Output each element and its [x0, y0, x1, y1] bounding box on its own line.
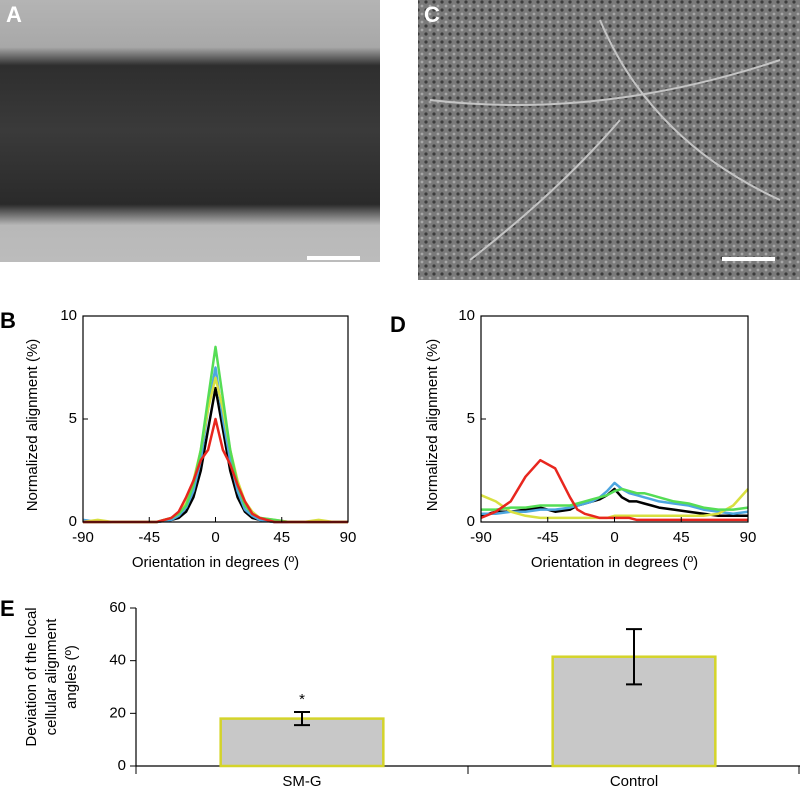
- y-tick-label: 20: [109, 704, 126, 721]
- x-tick-label: 90: [740, 529, 757, 546]
- y-tick-label: 0: [118, 757, 126, 774]
- series-line: [481, 487, 749, 511]
- y-tick-label: 5: [69, 410, 77, 427]
- series-line: [82, 376, 348, 524]
- annotation: *: [299, 691, 305, 708]
- y-tick-label: 5: [467, 410, 475, 427]
- series-line: [83, 417, 348, 524]
- series-line: [480, 488, 749, 520]
- y-tick-label: 0: [467, 513, 475, 530]
- y-axis-label: Normalized alignment (%): [424, 339, 441, 512]
- bar: [219, 717, 385, 768]
- panel-label: A: [6, 2, 22, 27]
- panel-label: D: [390, 312, 406, 337]
- panel-label: E: [0, 596, 15, 621]
- y-axis-label: Deviation of the local: [23, 607, 40, 746]
- panel-label: B: [0, 308, 16, 333]
- x-tick-label: 45: [273, 529, 290, 546]
- y-axis-label: angles (º): [63, 645, 80, 709]
- x-tick-label: 45: [673, 529, 690, 546]
- y-tick-label: 40: [109, 652, 126, 669]
- x-tick-label: -45: [537, 529, 559, 546]
- y-tick-label: 60: [109, 599, 126, 616]
- series-line: [481, 481, 749, 516]
- x-tick-label: -90: [470, 529, 492, 546]
- image-c: [418, 0, 800, 280]
- x-tick-label: 0: [610, 529, 618, 546]
- series-line: [480, 487, 748, 518]
- series-line: [83, 386, 348, 524]
- x-tick-label: 0: [211, 529, 219, 546]
- x-tick-label: 90: [340, 529, 357, 546]
- error-bar: [294, 711, 310, 727]
- y-axis-label: cellular alignment: [43, 618, 60, 736]
- y-tick-label: 10: [458, 307, 475, 324]
- x-tick-label: -90: [72, 529, 94, 546]
- x-tick-label: Control: [610, 773, 658, 790]
- y-tick-label: 10: [60, 307, 77, 324]
- x-axis-label: Orientation in degrees (º): [531, 554, 698, 571]
- error-bar: [626, 628, 642, 686]
- image-a: [0, 0, 380, 262]
- y-tick-label: 0: [69, 513, 77, 530]
- x-tick-label: SM-G: [282, 773, 321, 790]
- x-tick-label: -45: [138, 529, 160, 546]
- panel-label: C: [424, 2, 440, 27]
- y-axis-label: Normalized alignment (%): [24, 339, 41, 512]
- x-axis-label: Orientation in degrees (º): [132, 554, 299, 571]
